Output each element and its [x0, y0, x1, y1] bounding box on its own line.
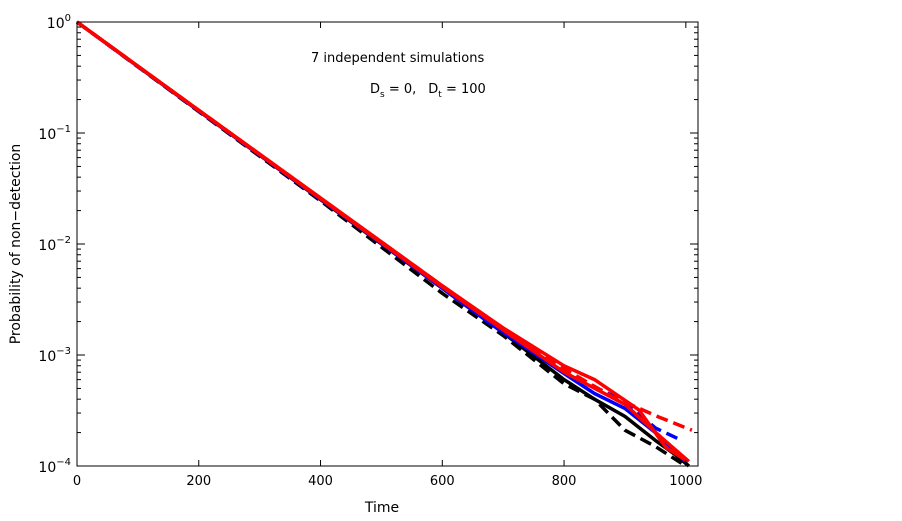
dt-sub: t: [438, 90, 442, 100]
dt-value: = 100: [442, 82, 486, 97]
x-tick-label: 600: [430, 474, 455, 489]
annotation-params: Ds = 0, Dt = 100: [370, 82, 486, 100]
dt-label: D: [428, 82, 438, 97]
ds-label: D: [370, 82, 380, 97]
ds-value: = 0,: [385, 82, 417, 97]
y-tick-label: 10−1: [38, 124, 71, 143]
x-tick-label: 0: [73, 474, 81, 489]
ticks-layer: 0 200 400 600 800 1000 100 10−1 10−2 10−3 10−4: [38, 13, 702, 489]
y-tick-label: 10−2: [38, 235, 71, 254]
x-axis-label: Time: [364, 500, 399, 516]
series-line-7: [75, 20, 691, 463]
annotation-title: 7 independent simulations: [311, 51, 484, 66]
x-tick-label: 200: [186, 474, 211, 489]
y-tick-label: 100: [47, 13, 71, 32]
y-tick-label: 10−4: [38, 457, 71, 476]
x-tick-label: 800: [552, 474, 577, 489]
series-layer: [75, 20, 693, 468]
x-tick-label: 400: [308, 474, 333, 489]
ds-sub: s: [380, 90, 385, 100]
y-axis-label: Probability of non−detection: [8, 144, 24, 345]
y-tick-label: 10−3: [38, 346, 71, 365]
x-tick-label: 1000: [669, 474, 702, 489]
